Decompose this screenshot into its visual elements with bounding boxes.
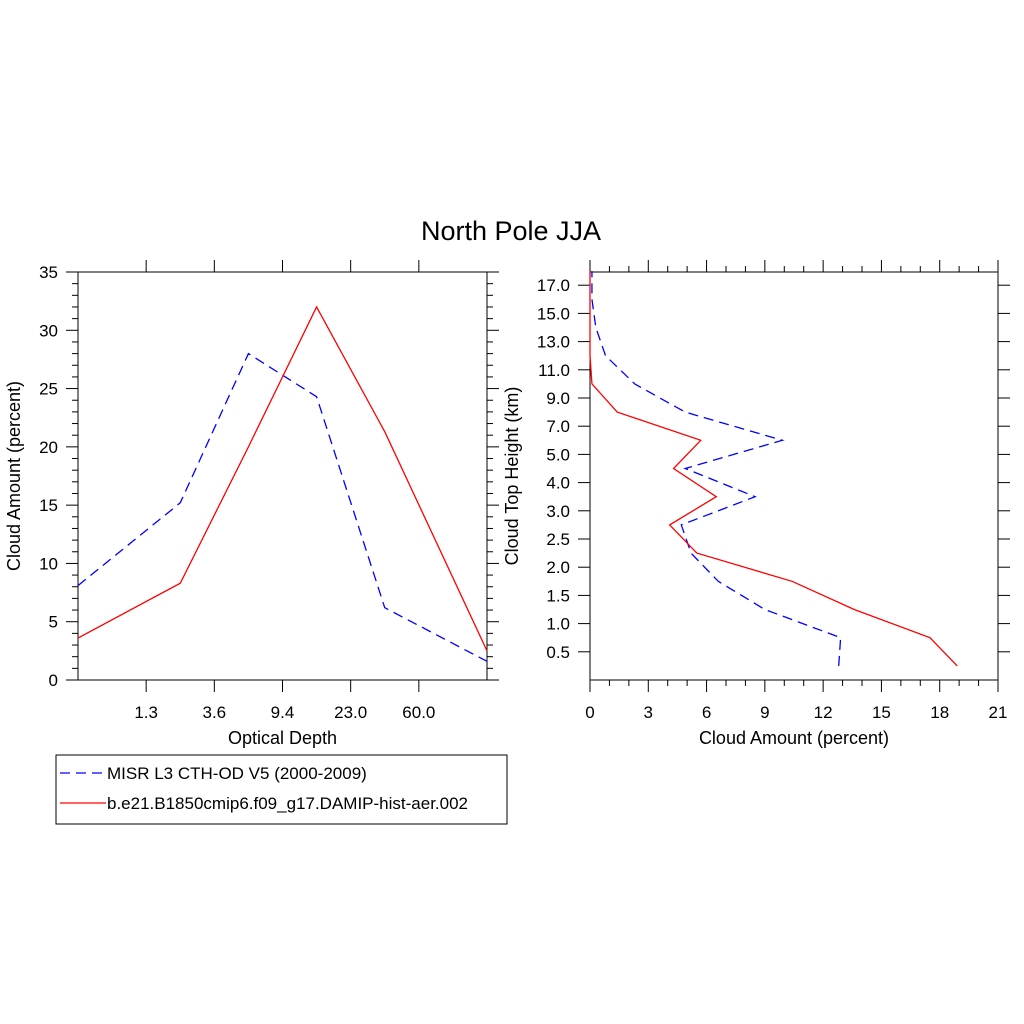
y-tick-label: 9.0 xyxy=(546,389,570,408)
x-axis-label: Cloud Amount (percent) xyxy=(699,728,889,748)
x-tick-label: 6 xyxy=(702,703,711,722)
left-plot-optical-depth: 0 5 10 15 20 25 30 35 1.3 3.6 9.4 23.0 60.0 Optical D… xyxy=(4,260,499,748)
y-tick-label: 4.0 xyxy=(546,474,570,493)
y-tick-label: 5 xyxy=(49,613,58,632)
y-tick-label: 0 xyxy=(49,671,58,690)
y-tick-label: 2.5 xyxy=(546,530,570,549)
x-tick-label: 3.6 xyxy=(203,703,227,722)
y-tick-label: 1.0 xyxy=(546,615,570,634)
y-tick-label: 11.0 xyxy=(538,361,570,380)
x-tick-label: 12 xyxy=(814,703,833,722)
y-tick-label: 1.5 xyxy=(546,586,570,605)
legend-box xyxy=(55,754,508,825)
y-tick-label: 0.5 xyxy=(546,643,570,662)
series-line-misr xyxy=(77,352,488,662)
y-axis-label: Cloud Top Height (km) xyxy=(502,387,522,566)
x-tick-label: 0 xyxy=(585,703,594,722)
y-tick-label: 15 xyxy=(39,496,58,515)
y-tick-label: 13.0 xyxy=(537,333,570,352)
y-tick-label: 35 xyxy=(39,263,58,282)
x-tick-label: 9.4 xyxy=(271,703,295,722)
x-axis-label: Optical Depth xyxy=(228,728,337,748)
y-tick-label: 30 xyxy=(39,321,58,340)
y-tick-label: 5.0 xyxy=(546,445,570,464)
legend-label-misr: MISR L3 CTH-OD V5 (2000-2009) xyxy=(107,764,367,783)
y-tick-label: 25 xyxy=(39,380,58,399)
y-axis-label: Cloud Amount (percent) xyxy=(4,381,24,571)
y-tick-label: 3.0 xyxy=(546,502,570,521)
x-tick-label: 3 xyxy=(644,703,653,722)
x-tick-label: 9 xyxy=(760,703,769,722)
right-plot-frame xyxy=(589,271,999,681)
y-tick-label: 10 xyxy=(39,554,58,573)
x-tick-label: 15 xyxy=(872,703,891,722)
y-tick-label: 17.0 xyxy=(537,276,570,295)
left-plot-frame xyxy=(77,271,488,681)
x-tick-label: 18 xyxy=(930,703,949,722)
x-tick-label: 21 xyxy=(989,703,1008,722)
x-tick-label: 1.3 xyxy=(134,703,158,722)
legend: MISR L3 CTH-OD V5 (2000-2009) b.e21.B185… xyxy=(55,754,508,825)
series-line-misr xyxy=(591,271,842,666)
x-tick-label: 60.0 xyxy=(402,703,435,722)
chart-title: North Pole JJA xyxy=(421,216,601,246)
y-tick-label: 20 xyxy=(39,438,58,457)
series-line-model xyxy=(77,305,488,652)
series-line-model xyxy=(589,271,958,667)
y-tick-label: 15.0 xyxy=(537,304,570,323)
x-tick-label: 23.0 xyxy=(334,703,367,722)
right-plot-cloud-height: 0.5 1.0 1.5 2.0 2.5 3.0 4.0 5.0 7.0 9.0 11.0 13.0 15… xyxy=(502,260,1010,748)
y-tick-label: 2.0 xyxy=(546,558,570,577)
y-tick-label: 7.0 xyxy=(546,417,570,436)
legend-label-model: b.e21.B1850cmip6.f09_g17.DAMIP-hist-aer.… xyxy=(107,794,468,813)
